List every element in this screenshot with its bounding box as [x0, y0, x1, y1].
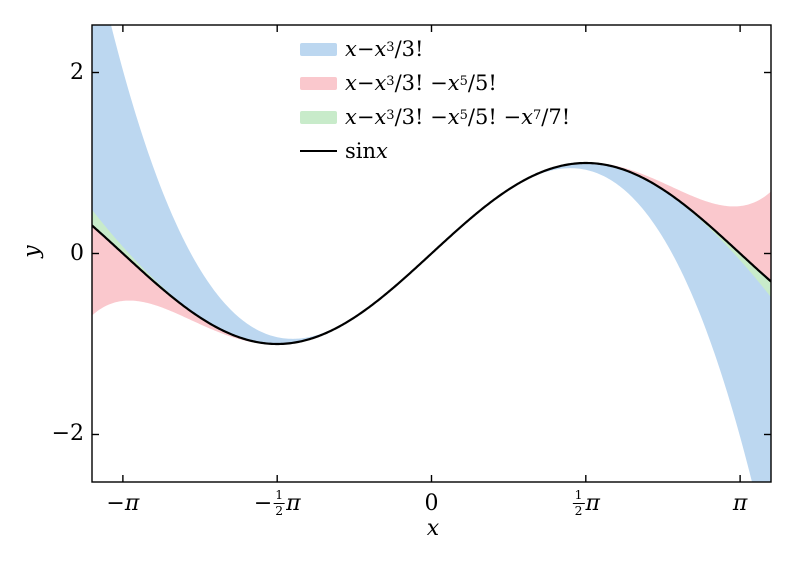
math-var: x: [521, 105, 533, 129]
legend-item: x − x 3/3! − x 5/5!: [300, 66, 570, 100]
math-superscript: 5: [459, 107, 468, 123]
math-var: x: [345, 105, 357, 129]
math-var: x: [374, 37, 387, 61]
legend-item: x − x 3/3! − x 5/5! − x 7/7!: [300, 100, 570, 134]
tick-marks: [92, 25, 771, 482]
y-tick-label: 2: [70, 59, 84, 85]
x-tick-label: π: [733, 485, 747, 521]
fraction-numerator: 1: [572, 488, 585, 504]
y-tick-label: −2: [51, 421, 84, 447]
x-axis-label: x: [426, 516, 440, 541]
legend-fill-swatch: [300, 110, 337, 124]
legend-label: sin x: [345, 139, 388, 163]
legend-fill-swatch: [300, 42, 337, 56]
math-var: π: [732, 490, 748, 516]
fraction-numerator: 1: [273, 488, 286, 504]
math-var: x: [374, 105, 387, 129]
math-var: π: [286, 490, 301, 516]
legend-label: x − x 3/3! − x 5/5!: [345, 71, 497, 95]
x-tick-label: 0: [424, 490, 439, 516]
math-superscript: 3: [386, 39, 395, 55]
fraction-denominator: 2: [574, 503, 583, 518]
x-tick-label: − π: [106, 490, 140, 516]
math-var: x: [447, 71, 460, 95]
y-tick-label: 0: [70, 240, 84, 266]
math-superscript: 7: [532, 107, 542, 123]
legend-fill-swatch: [300, 76, 337, 90]
math-var: π: [585, 490, 600, 516]
math-superscript: 3: [386, 107, 395, 123]
legend-label: x − x 3/3!: [345, 37, 424, 61]
x-tick-label: −1 2 π: [253, 488, 301, 518]
math-var: π: [124, 490, 140, 516]
math-var: x: [374, 71, 387, 95]
math-var: x: [345, 71, 357, 95]
fraction-denominator: 2: [275, 503, 284, 518]
legend-item: sin x: [300, 134, 570, 168]
legend-label: x − x 3/3! − x 5/5! − x 7/7!: [345, 105, 571, 129]
math-var: x: [447, 105, 460, 129]
sine-curve: [92, 161, 771, 346]
math-var: x: [376, 139, 388, 163]
series-group: [92, 25, 771, 482]
math-var: x: [345, 37, 357, 61]
math-superscript: 3: [386, 73, 395, 89]
math-superscript: 5: [459, 73, 468, 89]
legend-item: x − x 3/3!: [300, 32, 570, 66]
legend-line-swatch: [300, 149, 337, 153]
